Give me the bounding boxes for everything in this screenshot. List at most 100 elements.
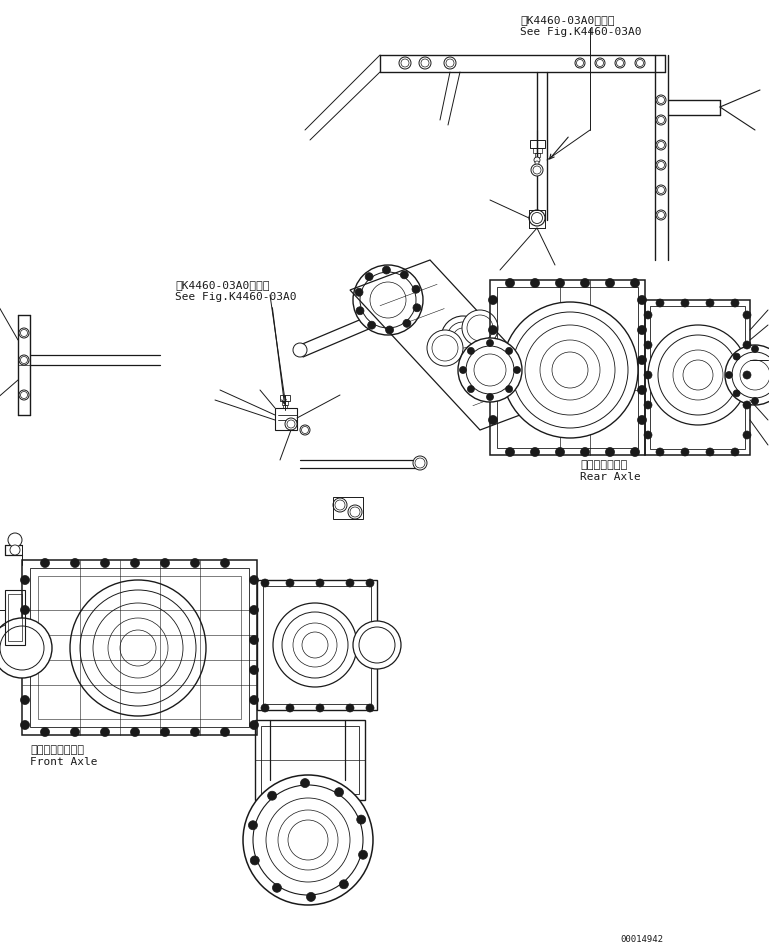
Circle shape [249,575,258,585]
Circle shape [524,378,530,385]
Circle shape [282,612,348,678]
Circle shape [656,210,666,220]
Circle shape [638,325,647,335]
Circle shape [733,353,740,360]
Circle shape [359,627,395,663]
Circle shape [453,328,473,348]
Circle shape [355,288,363,296]
Circle shape [733,390,740,397]
Text: See Fig.K4460-03A0: See Fig.K4460-03A0 [520,27,641,37]
Circle shape [673,350,723,400]
Circle shape [524,379,556,411]
Circle shape [339,880,348,889]
Circle shape [333,498,347,512]
Circle shape [441,316,485,360]
Circle shape [399,57,411,69]
Circle shape [656,140,666,150]
Circle shape [524,406,530,411]
Circle shape [531,447,540,457]
Circle shape [468,386,474,392]
Text: 00014942: 00014942 [620,935,663,944]
Circle shape [487,339,494,347]
Circle shape [249,696,258,704]
Circle shape [401,59,409,67]
Circle shape [21,356,28,363]
Circle shape [21,665,29,674]
Circle shape [301,778,309,788]
Circle shape [502,302,638,438]
Circle shape [412,285,420,293]
Circle shape [533,166,541,174]
Circle shape [385,326,394,334]
Circle shape [350,507,360,517]
Circle shape [648,325,748,425]
Text: 第K4460-03A0図参照: 第K4460-03A0図参照 [175,280,269,290]
Circle shape [681,448,689,456]
Bar [645,300,750,455]
Circle shape [552,352,588,388]
Circle shape [447,322,479,354]
Circle shape [286,579,294,587]
Circle shape [21,696,29,704]
Circle shape [656,185,666,195]
Circle shape [706,299,714,307]
Circle shape [581,447,590,457]
Circle shape [656,95,666,105]
Circle shape [631,279,640,287]
Circle shape [71,558,79,568]
Bar [283,405,287,408]
Circle shape [656,448,664,456]
Circle shape [293,343,307,357]
Circle shape [335,788,344,796]
Circle shape [681,299,689,307]
Circle shape [131,727,139,737]
Circle shape [644,341,652,349]
Circle shape [525,325,615,415]
Bar [30,568,249,727]
Circle shape [505,447,514,457]
Circle shape [413,303,421,312]
Circle shape [71,727,79,737]
Circle shape [644,371,652,379]
Circle shape [487,393,494,400]
Circle shape [581,279,590,287]
Circle shape [268,792,277,800]
Circle shape [706,448,714,456]
Circle shape [415,458,425,468]
Circle shape [41,727,49,737]
Circle shape [444,57,456,69]
Circle shape [161,727,169,737]
Circle shape [631,447,640,457]
Circle shape [382,266,391,274]
Circle shape [657,117,664,123]
Bar [533,148,542,153]
Circle shape [460,367,467,374]
Circle shape [512,312,628,428]
Circle shape [505,279,514,287]
Circle shape [357,815,366,824]
Circle shape [743,401,751,409]
Circle shape [617,60,624,66]
Circle shape [249,606,258,614]
Circle shape [751,345,758,353]
Circle shape [505,347,513,355]
Circle shape [248,821,258,830]
Circle shape [365,273,373,281]
Circle shape [278,810,338,870]
Circle shape [93,603,183,693]
Circle shape [301,427,308,433]
Bar [261,726,359,794]
Text: リヤーアクスル: リヤーアクスル [580,460,628,470]
Circle shape [249,665,258,674]
Circle shape [360,272,416,328]
Circle shape [575,58,585,68]
Circle shape [0,626,44,670]
Circle shape [644,311,652,319]
Circle shape [531,279,540,287]
Circle shape [249,635,258,645]
Circle shape [537,373,543,379]
Circle shape [725,345,769,405]
Text: フロントアクスル: フロントアクスル [30,745,84,755]
Circle shape [316,704,324,712]
Circle shape [743,341,751,349]
